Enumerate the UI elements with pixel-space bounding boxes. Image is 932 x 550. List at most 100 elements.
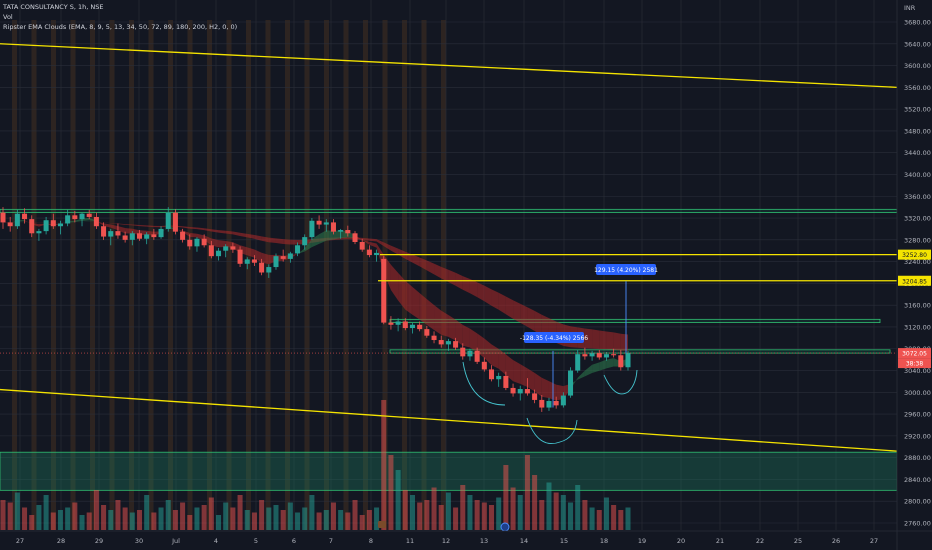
candle-body bbox=[618, 355, 624, 368]
ema-cloud-slow bbox=[362, 237, 370, 241]
candle bbox=[417, 321, 423, 332]
ema-cloud-slow bbox=[132, 224, 140, 227]
measure-label-2-text: 129.15 (4.20%) 2581 bbox=[594, 267, 658, 274]
price-tick-label: 3480.00 bbox=[904, 127, 931, 135]
ema-cloud-slow bbox=[527, 307, 535, 331]
session-stripe bbox=[90, 20, 95, 530]
volume-bar bbox=[180, 502, 186, 530]
candle bbox=[295, 242, 301, 257]
time-tick-label: 30 bbox=[135, 537, 143, 545]
volume-bar bbox=[388, 455, 394, 530]
candle-body bbox=[417, 324, 423, 330]
candle bbox=[338, 228, 344, 239]
volume-bar bbox=[259, 500, 265, 530]
candle bbox=[467, 348, 473, 361]
volume-bar bbox=[603, 497, 609, 530]
volume-bar bbox=[481, 502, 487, 530]
volume-bar bbox=[57, 510, 63, 530]
candle-body bbox=[510, 387, 516, 394]
ema-cloud-slow bbox=[613, 332, 621, 351]
ema-cloud-fast bbox=[110, 224, 118, 231]
zone-rect bbox=[0, 208, 898, 213]
candle bbox=[496, 372, 502, 387]
level-tag-2: 3204.85 bbox=[898, 275, 931, 286]
candle bbox=[438, 335, 444, 348]
volume-bar bbox=[194, 507, 200, 530]
ema-cloud-slow bbox=[196, 227, 205, 231]
ema-cloud-slow bbox=[477, 282, 485, 302]
session-stripe bbox=[148, 20, 154, 530]
candle bbox=[237, 246, 243, 268]
session-stripe bbox=[168, 20, 173, 530]
candle-body bbox=[611, 354, 617, 356]
candle-body bbox=[445, 341, 451, 345]
ema-cloud-slow bbox=[218, 230, 226, 234]
volume-bar bbox=[36, 505, 42, 530]
candle bbox=[402, 318, 408, 331]
candle bbox=[611, 348, 617, 358]
candle bbox=[359, 238, 365, 252]
ema-cloud-slow bbox=[412, 254, 420, 267]
pattern-arc-left bbox=[462, 361, 506, 406]
volume-bar bbox=[101, 505, 107, 530]
candle-body bbox=[596, 353, 602, 358]
ema-cloud-fast bbox=[469, 328, 478, 353]
zones bbox=[0, 208, 898, 491]
ema-cloud-slow bbox=[110, 222, 118, 224]
volume-bar bbox=[201, 505, 207, 530]
candle bbox=[194, 237, 200, 252]
candle bbox=[101, 222, 107, 240]
ema-cloud-slow bbox=[125, 224, 133, 226]
candle bbox=[323, 219, 329, 232]
time-tick-label: 15 bbox=[560, 537, 568, 545]
candle-body bbox=[431, 335, 437, 341]
candle-body bbox=[625, 353, 631, 368]
ema-cloud-slow bbox=[139, 225, 147, 227]
candle-body bbox=[172, 212, 178, 232]
candle bbox=[481, 357, 487, 372]
indicator-legend[interactable]: Ripster EMA Clouds (EMA, 8, 9, 5, 13, 34… bbox=[3, 23, 238, 31]
zone-rect bbox=[0, 451, 898, 491]
candle-body bbox=[409, 324, 415, 329]
candle bbox=[603, 352, 609, 361]
volume-bar bbox=[165, 500, 171, 530]
ema-cloud-fast bbox=[484, 338, 492, 366]
ema-cloud-fast bbox=[261, 252, 269, 265]
ema-cloud-slow bbox=[189, 227, 197, 230]
channel-lower-line bbox=[0, 388, 898, 452]
volume-bar bbox=[273, 505, 279, 530]
volume-bar bbox=[546, 482, 552, 530]
candle bbox=[560, 392, 566, 408]
ema-cloud-fast bbox=[577, 370, 585, 380]
time-tick-label: 18 bbox=[600, 537, 608, 545]
price-tick-label: 2920.00 bbox=[904, 432, 931, 440]
time-tick-label: 21 bbox=[716, 537, 724, 545]
ema-cloud-fast bbox=[527, 368, 535, 392]
volume-bar bbox=[589, 507, 595, 530]
candle bbox=[532, 389, 538, 404]
volume-bar bbox=[395, 470, 401, 530]
volume-legend[interactable]: Vol bbox=[3, 13, 13, 21]
price-tick-label: 2760.00 bbox=[904, 520, 931, 528]
candle-body bbox=[316, 220, 322, 225]
candle-body bbox=[467, 350, 473, 357]
ema-cloud-slow bbox=[434, 263, 442, 279]
session-stripe bbox=[31, 20, 37, 530]
candle-body bbox=[36, 231, 42, 234]
time-tick-label: 29 bbox=[95, 537, 103, 545]
session-stripe bbox=[51, 20, 56, 530]
symbol-title[interactable]: TATA CONSULTANCY S, 1h, NSE bbox=[3, 3, 104, 11]
ema-cloud-slow bbox=[117, 223, 126, 225]
session-stripe bbox=[129, 20, 134, 530]
candle bbox=[151, 228, 157, 240]
dividend-marker bbox=[500, 522, 510, 532]
volume-bar bbox=[496, 497, 502, 530]
candle-body bbox=[266, 267, 272, 273]
time-tick-label: 28 bbox=[57, 537, 65, 545]
ema-cloud-slow bbox=[419, 257, 427, 271]
time-tick-label: 14 bbox=[520, 537, 528, 545]
time-tick-label: 8 bbox=[369, 537, 373, 545]
candle-body bbox=[381, 258, 387, 323]
